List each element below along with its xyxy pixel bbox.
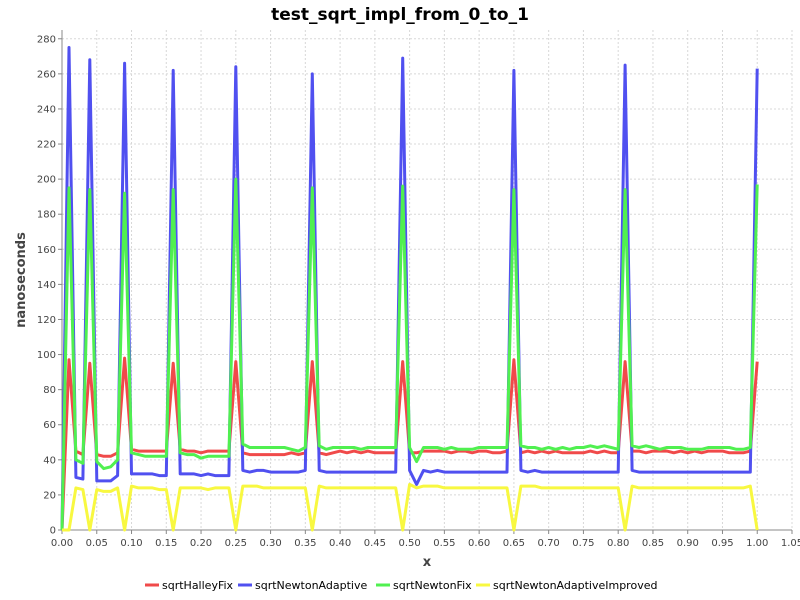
series-line-sqrtNewtonAdaptiveImproved	[62, 482, 759, 532]
x-tick-label: 0.40	[329, 538, 351, 549]
y-tick-label: 200	[37, 175, 56, 186]
x-tick-label: 0.10	[120, 538, 142, 549]
y-tick-label: 220	[37, 140, 56, 151]
x-tick-label: 1.00	[746, 538, 768, 549]
x-axis-label: x	[423, 555, 432, 570]
y-tick-label: 40	[43, 455, 56, 466]
y-tick-label: 140	[37, 280, 56, 291]
axes: 0 20 40 60 80 100 120 140 160 180 200 220 240 260 280 0…	[37, 30, 800, 549]
legend-label-sqrtHalleyFix: sqrtHalleyFix	[162, 579, 234, 592]
legend: sqrtHalleyFix sqrtNewtonAdaptive sqrtNewto…	[145, 579, 657, 592]
x-tick-label: 0.05	[86, 538, 108, 549]
x-tick-label: 0.90	[677, 538, 699, 549]
x-tick-label: 0.20	[190, 538, 212, 549]
y-tick-label: 0	[50, 526, 56, 537]
y-tick-label: 280	[37, 34, 56, 45]
y-tick-label: 80	[43, 385, 56, 396]
y-tick-label: 180	[37, 210, 56, 221]
y-tick-label: 160	[37, 245, 56, 256]
x-tick-label: 0.65	[503, 538, 525, 549]
y-axis-label: nanoseconds	[14, 232, 29, 328]
x-tick-label: 0.60	[468, 538, 490, 549]
y-tick-label: 60	[43, 420, 56, 431]
y-tick-label: 20	[43, 490, 56, 501]
y-tick-label: 120	[37, 315, 56, 326]
x-tick-label: 0.80	[607, 538, 629, 549]
x-tick-label: 0.55	[433, 538, 455, 549]
x-tick-label: 0.30	[259, 538, 281, 549]
x-tick-label: 1.05	[781, 538, 800, 549]
x-tick-label: 0.95	[711, 538, 733, 549]
x-tick-label: 0.75	[572, 538, 594, 549]
x-tick-label: 0.25	[225, 538, 247, 549]
x-tick-label: 0.15	[155, 538, 177, 549]
x-tick-label: 0.70	[538, 538, 560, 549]
legend-label-sqrtNewtonFix: sqrtNewtonFix	[393, 579, 472, 592]
series-lines	[60, 46, 759, 532]
x-tick-label: 0.50	[398, 538, 420, 549]
x-tick-label: 0.45	[364, 538, 386, 549]
x-tick-label: 0.00	[51, 538, 73, 549]
legend-label-sqrtNewtonAdaptiveImproved: sqrtNewtonAdaptiveImproved	[493, 579, 657, 592]
y-tick-label: 100	[37, 350, 56, 361]
series-line-sqrtNewtonFix	[60, 177, 759, 531]
x-tick-label: 0.35	[294, 538, 316, 549]
legend-label-sqrtNewtonAdaptive: sqrtNewtonAdaptive	[255, 579, 367, 592]
x-tick-label: 0.85	[642, 538, 664, 549]
chart-title: test_sqrt_impl_from_0_to_1	[271, 5, 529, 25]
y-tick-label: 240	[37, 104, 56, 115]
y-tick-label: 260	[37, 69, 56, 80]
